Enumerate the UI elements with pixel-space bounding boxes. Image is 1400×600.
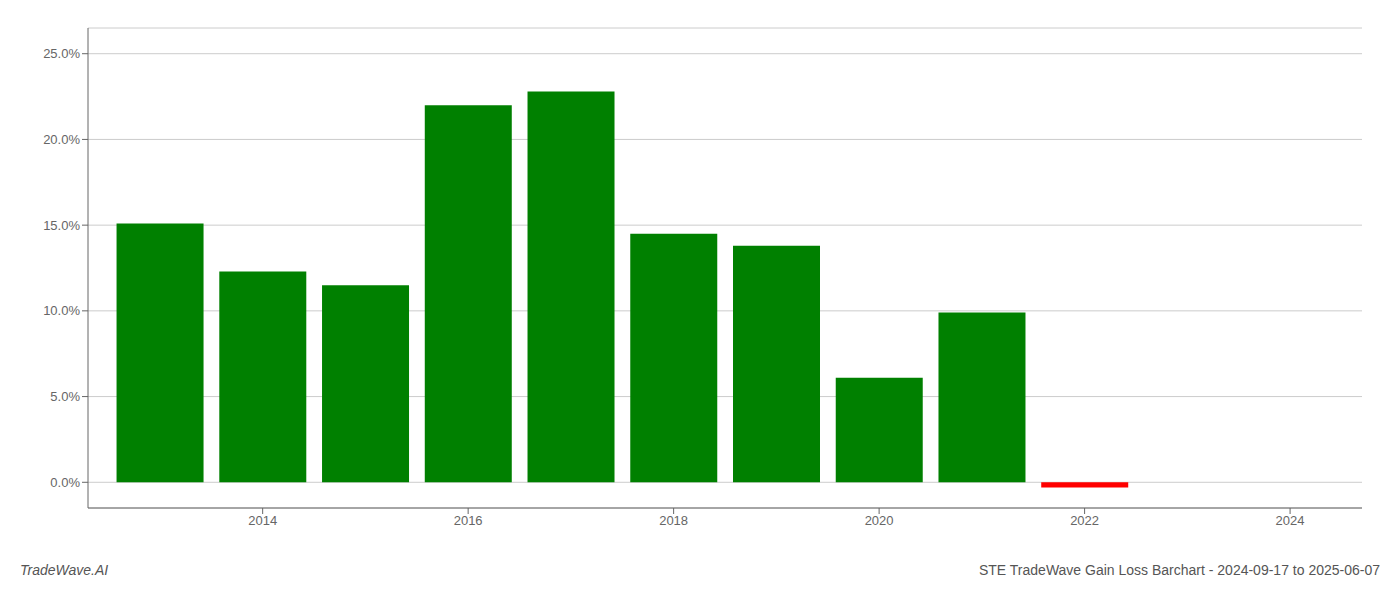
svg-text:5.0%: 5.0%	[50, 389, 80, 404]
html-text:STE TradeWave Gain Loss Barcha: STE TradeWave Gain Loss Barchart - 2024-…	[979, 562, 1380, 578]
svg-text:2014: 2014	[248, 513, 277, 528]
svg-text:2022: 2022	[1070, 513, 1099, 528]
svg-text:0.0%: 0.0%	[50, 475, 80, 490]
svg-text:2024: 2024	[1276, 513, 1305, 528]
svg-text:10.0%: 10.0%	[43, 303, 80, 318]
svg-text:2016: 2016	[454, 513, 483, 528]
svg-text:25.0%: 25.0%	[43, 46, 80, 61]
svg-text:2018: 2018	[659, 513, 688, 528]
svg-text:2020: 2020	[865, 513, 894, 528]
svg-text:20.0%: 20.0%	[43, 132, 80, 147]
svg-text:15.0%: 15.0%	[43, 218, 80, 233]
html-text:TradeWave.AI: TradeWave.AI	[20, 562, 109, 578]
